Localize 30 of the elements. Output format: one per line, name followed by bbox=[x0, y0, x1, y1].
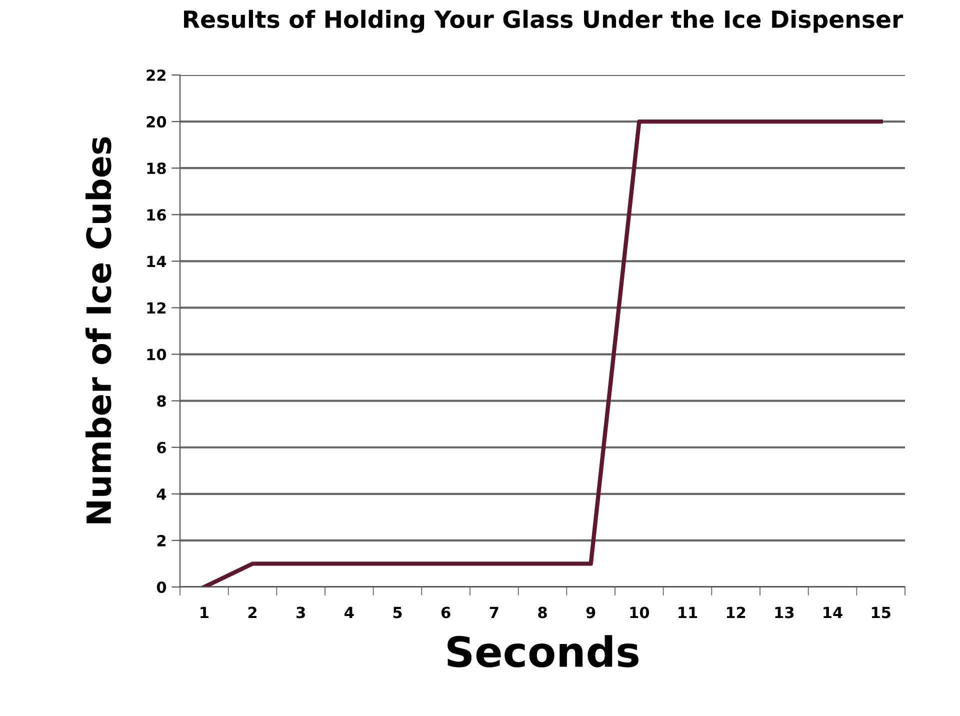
y-tick-label: 0 bbox=[156, 581, 166, 594]
x-tick-label: 13 bbox=[775, 606, 794, 618]
x-tick-label: 10 bbox=[630, 606, 650, 618]
x-tick-label: 4 bbox=[344, 606, 354, 618]
y-tick-label: 12 bbox=[147, 302, 166, 314]
x-tick-label: 11 bbox=[678, 606, 698, 618]
x-tick-label: 2 bbox=[248, 606, 256, 618]
x-tick-label: 9 bbox=[586, 606, 596, 618]
x-tick-label: 5 bbox=[393, 606, 402, 618]
y-tick-label: 20 bbox=[146, 116, 166, 128]
x-tick-label: 14 bbox=[824, 606, 842, 618]
y-tick-label: 2 bbox=[157, 534, 166, 546]
y-tick-label: 16 bbox=[147, 209, 166, 221]
y-tick-label: 10 bbox=[147, 348, 166, 360]
x-tick-label: 1 bbox=[200, 606, 208, 618]
y-axis-title: Number of Ice Cubes bbox=[86, 137, 112, 524]
x-tick-label: 12 bbox=[726, 606, 746, 618]
y-tick-label: 6 bbox=[157, 442, 166, 454]
y-tick-label: 4 bbox=[156, 488, 166, 500]
x-tick-label: 3 bbox=[296, 606, 305, 618]
x-tick-label: 6 bbox=[441, 606, 450, 618]
x-tick-label: 7 bbox=[490, 606, 498, 618]
y-tick-label: 14 bbox=[147, 256, 166, 267]
x-tick-label: 15 bbox=[872, 606, 890, 618]
x-axis-title: Seconds bbox=[448, 635, 638, 668]
y-tick-label: 8 bbox=[157, 395, 166, 407]
y-tick-label: 22 bbox=[146, 69, 166, 81]
x-tick-label: 8 bbox=[538, 606, 547, 618]
chart-title: Results of Holding Your Glass Under the Ice Dispenser bbox=[184, 10, 904, 33]
y-tick-label: 18 bbox=[147, 162, 166, 174]
